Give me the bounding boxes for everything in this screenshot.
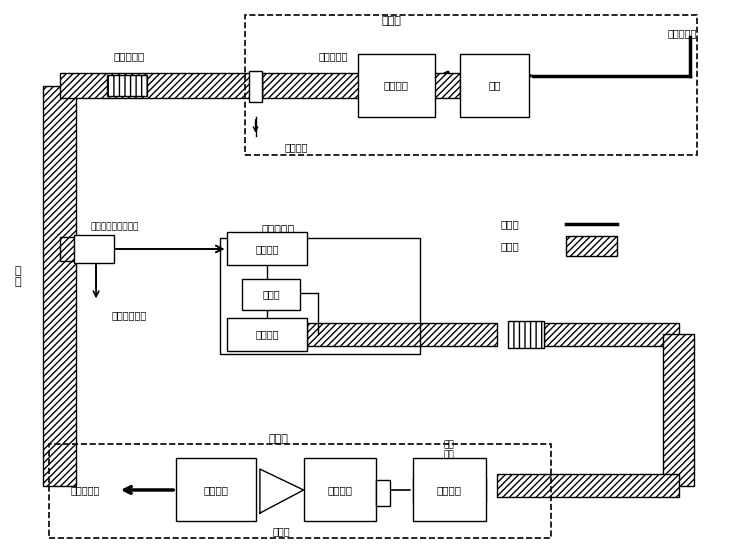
Bar	[544, 323, 678, 346]
Bar	[303, 458, 376, 521]
Bar	[75, 235, 114, 263]
Bar	[242, 279, 300, 310]
Text: 光耦合器: 光耦合器	[327, 485, 352, 495]
Text: 收端机: 收端机	[268, 434, 288, 444]
Bar	[358, 54, 435, 117]
Text: 电处理: 电处理	[262, 289, 280, 299]
Text: 光滤
波器: 光滤 波器	[444, 440, 455, 460]
Bar	[220, 238, 420, 353]
Bar	[246, 15, 697, 155]
Bar	[60, 237, 110, 260]
Bar	[43, 86, 76, 486]
Bar	[307, 323, 496, 346]
Bar	[107, 75, 147, 96]
Text: 光纤放大盒: 光纤放大盒	[113, 51, 145, 61]
Text: 发端机: 发端机	[381, 15, 401, 25]
Bar	[413, 478, 485, 502]
Text: 光源: 光源	[488, 80, 501, 90]
Bar	[176, 458, 257, 521]
Bar	[461, 54, 529, 117]
Text: 电信号输出: 电信号输出	[71, 485, 100, 495]
Text: 除备电源设备: 除备电源设备	[111, 310, 146, 320]
Bar	[249, 71, 262, 102]
Text: 光发送器: 光发送器	[255, 329, 279, 340]
Text: 光
缆: 光 缆	[14, 265, 20, 288]
Bar	[413, 458, 485, 521]
Text: 光纤调制器: 光纤调制器	[318, 51, 347, 61]
Text: 放大器: 放大器	[273, 526, 290, 536]
Text: 光放大器: 光放大器	[436, 485, 462, 495]
Polygon shape	[260, 469, 303, 513]
Text: 再生中继器: 再生中继器	[262, 225, 295, 234]
Text: 光耦合器: 光耦合器	[284, 142, 308, 152]
Bar	[496, 474, 678, 497]
Text: 信号解调: 信号解调	[204, 485, 229, 495]
Bar	[227, 318, 307, 351]
Text: 电信号输入: 电信号输入	[667, 28, 697, 38]
Text: 光信号: 光信号	[500, 241, 519, 251]
Text: 光检波器: 光检波器	[255, 244, 279, 254]
Bar	[376, 480, 390, 507]
Bar	[49, 444, 551, 538]
Bar	[507, 321, 544, 348]
Text: 光合波器或光分波器: 光合波器或光分波器	[90, 222, 138, 232]
Bar	[262, 73, 461, 98]
Text: 电调制器: 电调制器	[384, 80, 409, 90]
Bar	[663, 334, 694, 486]
Bar	[227, 232, 307, 265]
Text: 电信号: 电信号	[500, 219, 519, 229]
Bar	[566, 236, 617, 255]
Bar	[60, 73, 262, 98]
